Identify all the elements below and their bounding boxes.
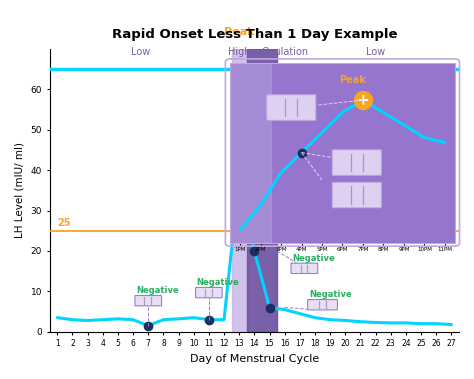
Text: +: + (356, 92, 369, 108)
Bar (247, 49, 277, 332)
FancyBboxPatch shape (332, 182, 382, 208)
Text: Ovulation: Ovulation (262, 47, 309, 57)
FancyBboxPatch shape (267, 95, 316, 120)
Text: 25: 25 (57, 218, 71, 227)
Y-axis label: LH Level (mIU/ ml): LH Level (mIU/ ml) (15, 143, 25, 238)
Text: Low: Low (131, 47, 150, 57)
FancyBboxPatch shape (196, 287, 222, 298)
FancyBboxPatch shape (291, 263, 318, 274)
FancyBboxPatch shape (332, 150, 382, 175)
Text: Peak: Peak (339, 75, 366, 85)
Text: +: + (233, 171, 245, 185)
FancyBboxPatch shape (135, 296, 162, 306)
Text: Negative: Negative (309, 290, 352, 299)
X-axis label: Day of Menstrual Cycle: Day of Menstrual Cycle (190, 354, 319, 364)
Text: Negative: Negative (197, 278, 239, 287)
Text: High: High (228, 47, 250, 57)
Text: Negative: Negative (136, 286, 179, 295)
Text: Peak: Peak (224, 27, 255, 37)
Text: Low: Low (366, 47, 385, 57)
Bar (230, 63, 271, 243)
Bar (232, 49, 247, 332)
Text: Negative: Negative (292, 254, 335, 263)
FancyBboxPatch shape (308, 299, 337, 310)
Title: Rapid Onset Less Than 1 Day Example: Rapid Onset Less Than 1 Day Example (111, 28, 397, 41)
